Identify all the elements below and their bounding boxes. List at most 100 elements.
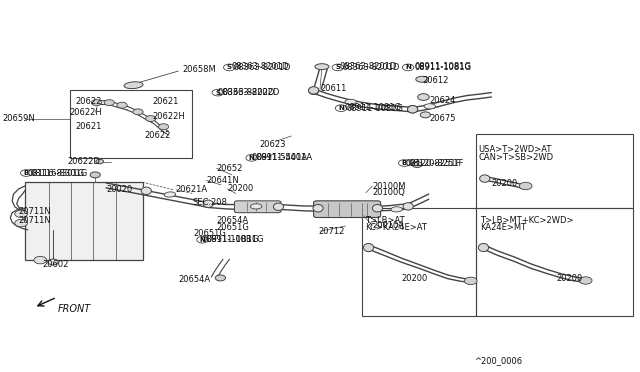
- Circle shape: [15, 210, 28, 218]
- Text: 20654A: 20654A: [178, 275, 211, 284]
- Circle shape: [399, 160, 410, 166]
- Ellipse shape: [408, 106, 418, 113]
- Text: 08363-8201D: 08363-8201D: [339, 62, 397, 71]
- Text: 08120-8251F: 08120-8251F: [409, 158, 464, 167]
- Ellipse shape: [416, 76, 429, 82]
- Text: 20659N: 20659N: [2, 114, 35, 123]
- Text: 20622D: 20622D: [68, 157, 100, 166]
- Text: 20675: 20675: [430, 114, 456, 123]
- Circle shape: [403, 64, 414, 71]
- Circle shape: [90, 172, 100, 178]
- Text: N: N: [405, 64, 411, 70]
- Text: 20623: 20623: [259, 140, 286, 149]
- Text: 20602: 20602: [42, 260, 68, 269]
- Text: B: B: [24, 170, 29, 176]
- Text: 20020: 20020: [106, 185, 132, 194]
- Ellipse shape: [345, 99, 356, 105]
- Text: KA24E>MT: KA24E>MT: [479, 223, 526, 232]
- Bar: [25, 182, 143, 260]
- Text: KC>KA24E>AT: KC>KA24E>AT: [365, 223, 427, 232]
- Circle shape: [15, 219, 28, 227]
- Ellipse shape: [478, 243, 488, 251]
- Ellipse shape: [408, 106, 418, 113]
- Ellipse shape: [124, 82, 143, 89]
- Circle shape: [133, 109, 143, 115]
- Text: 08911-5401A: 08911-5401A: [256, 153, 312, 162]
- Text: S: S: [335, 64, 340, 70]
- Bar: [476, 134, 633, 208]
- Text: 20641N: 20641N: [206, 176, 239, 185]
- Circle shape: [92, 100, 102, 106]
- Text: 08911-10B1G: 08911-10B1G: [202, 235, 259, 244]
- Text: 08911-1081G: 08911-1081G: [347, 104, 404, 113]
- Text: 20651G: 20651G: [193, 229, 227, 238]
- Text: SEC.208: SEC.208: [192, 198, 227, 207]
- Text: B: B: [402, 160, 407, 166]
- Text: N: N: [338, 105, 344, 111]
- Text: USA>T>2WD>AT: USA>T>2WD>AT: [478, 145, 552, 154]
- Ellipse shape: [308, 87, 319, 94]
- Text: S: S: [215, 90, 220, 96]
- Text: 20621: 20621: [152, 97, 179, 106]
- Bar: [70, 90, 192, 158]
- Text: 08363-8202D: 08363-8202D: [222, 88, 280, 97]
- Text: 20612: 20612: [422, 76, 449, 84]
- Text: 08363-8201D: 08363-8201D: [342, 63, 400, 72]
- Circle shape: [146, 116, 156, 122]
- Text: 20658M: 20658M: [182, 65, 216, 74]
- Text: 20200: 20200: [227, 185, 253, 193]
- Text: ^200_0006: ^200_0006: [474, 356, 523, 365]
- Ellipse shape: [391, 207, 403, 212]
- Circle shape: [196, 236, 208, 243]
- Bar: [476, 208, 633, 316]
- Circle shape: [215, 275, 225, 281]
- Ellipse shape: [203, 200, 213, 208]
- Text: 20624: 20624: [430, 96, 456, 105]
- Text: 20712: 20712: [319, 227, 345, 236]
- Text: 08911-1081G: 08911-1081G: [415, 62, 472, 71]
- Circle shape: [420, 112, 431, 118]
- Text: 20711N: 20711N: [19, 207, 51, 216]
- Text: 20652: 20652: [216, 164, 243, 173]
- Ellipse shape: [424, 104, 436, 109]
- Circle shape: [332, 64, 344, 71]
- Text: 20711N: 20711N: [19, 216, 51, 225]
- Ellipse shape: [403, 203, 413, 210]
- Text: 08911-1081G: 08911-1081G: [344, 103, 401, 112]
- Text: 08363-8201D: 08363-8201D: [234, 63, 291, 72]
- Ellipse shape: [164, 192, 175, 197]
- Text: 08911-10B1G: 08911-10B1G: [207, 235, 264, 244]
- Ellipse shape: [308, 87, 319, 94]
- Circle shape: [159, 124, 169, 130]
- Circle shape: [48, 259, 58, 265]
- Ellipse shape: [479, 175, 490, 182]
- Circle shape: [418, 94, 429, 100]
- FancyBboxPatch shape: [314, 201, 381, 218]
- Text: 20654A: 20654A: [216, 216, 249, 225]
- Text: 08116-8301G: 08116-8301G: [31, 169, 88, 177]
- Circle shape: [465, 277, 477, 285]
- Ellipse shape: [315, 64, 329, 70]
- Text: S: S: [227, 64, 232, 70]
- Text: 08116-8301G: 08116-8301G: [28, 169, 84, 177]
- Text: 08911-1081G: 08911-1081G: [415, 63, 472, 72]
- Circle shape: [104, 100, 115, 106]
- Text: 20200: 20200: [491, 179, 517, 187]
- Circle shape: [20, 170, 32, 176]
- Ellipse shape: [141, 187, 152, 195]
- Text: FRONT: FRONT: [58, 304, 92, 314]
- Text: 20010A: 20010A: [372, 221, 404, 230]
- Text: 08363-8202D: 08363-8202D: [218, 88, 275, 97]
- Text: T>LB>MT+KC>2WD>: T>LB>MT+KC>2WD>: [479, 216, 573, 225]
- Circle shape: [34, 256, 47, 264]
- Text: 20622: 20622: [145, 131, 171, 140]
- Text: 20621: 20621: [76, 122, 102, 131]
- Ellipse shape: [250, 204, 262, 209]
- Circle shape: [212, 89, 223, 96]
- Text: 20621A: 20621A: [175, 185, 208, 194]
- Circle shape: [223, 64, 235, 71]
- Text: 20200: 20200: [402, 274, 428, 283]
- Text: 20622H: 20622H: [152, 112, 185, 121]
- Circle shape: [335, 105, 347, 112]
- Ellipse shape: [313, 205, 323, 212]
